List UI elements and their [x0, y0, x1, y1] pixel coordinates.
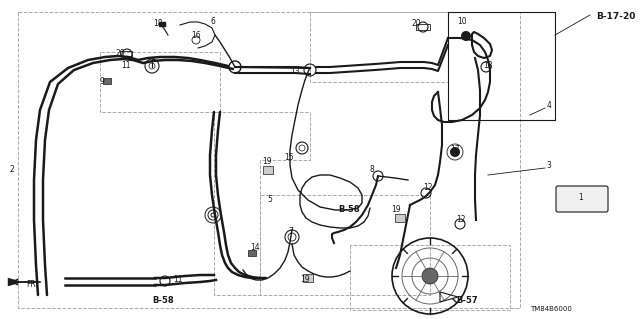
Text: 9: 9 [100, 77, 104, 85]
Text: TM84B6000: TM84B6000 [530, 306, 572, 312]
Text: 13: 13 [290, 68, 300, 77]
Text: 20: 20 [115, 49, 125, 58]
Text: 11: 11 [121, 62, 131, 70]
Text: 20: 20 [411, 19, 421, 28]
Polygon shape [8, 278, 22, 286]
Bar [263, 166, 273, 174]
Text: 19: 19 [391, 205, 401, 214]
Circle shape [461, 31, 471, 41]
Text: 2: 2 [10, 165, 14, 174]
Text: 17: 17 [450, 145, 460, 154]
Text: 11: 11 [173, 276, 183, 285]
Text: 12: 12 [423, 183, 433, 192]
Circle shape [450, 147, 460, 157]
Text: 7: 7 [289, 227, 293, 236]
Text: 1: 1 [579, 194, 584, 203]
Text: 18: 18 [153, 19, 163, 28]
Text: 12: 12 [456, 216, 466, 225]
Text: 19: 19 [300, 275, 310, 284]
Text: 19: 19 [262, 158, 272, 167]
Bar [416, 24, 430, 30]
Text: 5: 5 [268, 196, 273, 204]
FancyBboxPatch shape [556, 186, 608, 212]
Text: 3: 3 [547, 160, 552, 169]
Text: 13: 13 [483, 61, 493, 70]
Bar [395, 214, 405, 222]
Text: 10: 10 [457, 18, 467, 26]
Text: 6: 6 [211, 18, 216, 26]
Text: B-57: B-57 [456, 296, 477, 305]
Bar [303, 274, 313, 282]
Text: B-17-20: B-17-20 [596, 12, 636, 21]
Text: B-58: B-58 [338, 205, 360, 214]
Text: B-58: B-58 [152, 296, 173, 305]
Bar [120, 51, 132, 56]
Text: FR.: FR. [26, 280, 38, 289]
Circle shape [422, 268, 438, 284]
Text: 16: 16 [191, 32, 201, 41]
Text: 15: 15 [284, 153, 294, 162]
Text: 8: 8 [370, 166, 374, 174]
Bar [159, 22, 165, 26]
Bar [248, 250, 256, 256]
Text: 14: 14 [250, 242, 260, 251]
Text: 4: 4 [547, 100, 552, 109]
Bar [103, 78, 111, 84]
